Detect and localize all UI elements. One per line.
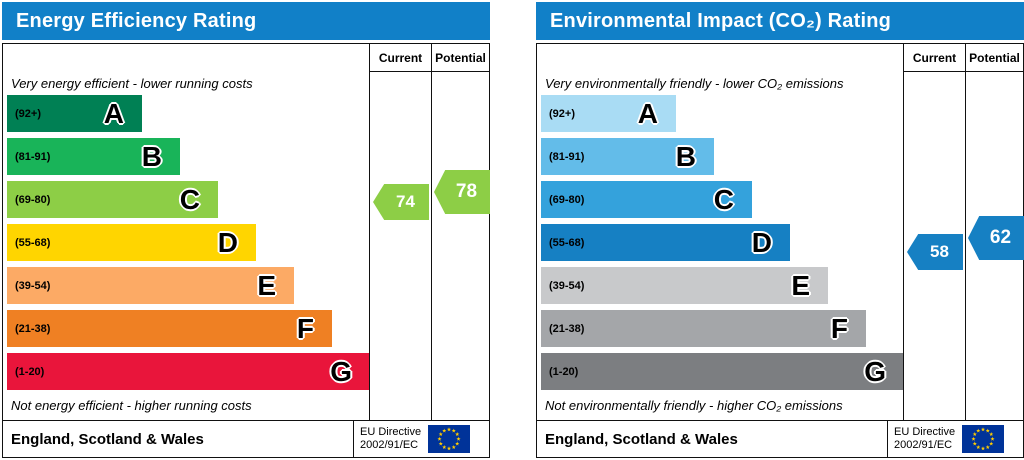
band-range-label: (81-91) [15,150,51,163]
band-letter: A [103,97,124,129]
band-letter: E [791,269,810,301]
environmental-bands-column: Very environmentally friendly - lower CO… [537,44,903,420]
band-letter: C [713,183,734,215]
environmental-potential-rating-arrow: 62 [968,216,1024,260]
band-letter: G [864,355,886,387]
energy-bands: (92+) A (81-91) B (69-80) C (55-68) D (3… [7,95,369,390]
energy-potential-value: 78 [455,181,478,202]
current-column-header: Current [370,44,431,72]
energy-band-b: (81-91) B [7,138,180,175]
band-range-label: (81-91) [549,150,585,163]
region-label: England, Scotland & Wales [11,430,204,448]
energy-band-d: (55-68) D [7,224,256,261]
band-letter: D [217,226,238,258]
environmental-band-a: (92+) A [541,95,676,132]
energy-panel-title: Energy Efficiency Rating [2,2,490,40]
environmental-top-note: Very environmentally friendly - lower CO… [545,76,844,91]
energy-band-f: (21-38) F [7,310,332,347]
energy-footer: England, Scotland & Wales EU Directive 2… [2,420,490,458]
environmental-band-b: (81-91) B [541,138,714,175]
band-letter: G [330,355,352,387]
band-letter: C [179,183,200,215]
environmental-current-column: Current [903,44,965,420]
energy-band-a: (92+) A [7,95,142,132]
band-letter: F [830,312,848,344]
eu-directive-section: EU Directive 2002/91/EC [353,421,489,457]
energy-chart: Very energy efficient - lower running co… [2,43,490,421]
environmental-potential-value: 62 [989,227,1012,248]
band-range-label: (21-38) [15,322,51,335]
environmental-current-value: 58 [930,242,949,261]
energy-bottom-note: Not energy efficient - higher running co… [11,398,252,413]
environmental-band-f: (21-38) F [541,310,866,347]
environmental-band-d: (55-68) D [541,224,790,261]
current-column-header: Current [904,44,965,72]
band-letter: D [751,226,772,258]
energy-band-c: (69-80) C [7,181,218,218]
potential-column-header: Potential [432,44,489,72]
band-range-label: (1-20) [15,365,45,378]
energy-bands-column: Very energy efficient - lower running co… [3,44,369,420]
band-letter: B [141,140,162,172]
band-letter: F [296,312,314,344]
environmental-potential-column: Potential [965,44,1023,420]
eu-directive-label: EU Directive 2002/91/EC [894,425,956,451]
energy-potential-rating-arrow: 78 [434,170,490,214]
energy-efficiency-panel: Energy Efficiency Rating Very energy eff… [2,2,490,458]
environmental-chart: Very environmentally friendly - lower CO… [536,43,1024,421]
band-range-label: (92+) [549,107,575,120]
band-range-label: (55-68) [549,236,585,249]
environmental-bands: (92+) A (81-91) B (69-80) C (55-68) D (3… [541,95,903,390]
eu-directive-section: EU Directive 2002/91/EC [887,421,1023,457]
band-letter: B [675,140,696,172]
band-range-label: (21-38) [549,322,585,335]
band-letter: A [637,97,658,129]
band-range-label: (39-54) [15,279,51,292]
energy-band-e: (39-54) E [7,267,294,304]
band-range-label: (55-68) [15,236,51,249]
environmental-panel-title: Environmental Impact (CO₂) Rating [536,2,1024,40]
energy-potential-column: Potential [431,44,489,420]
potential-column-header: Potential [966,44,1023,72]
energy-current-column: Current [369,44,431,420]
eu-flag-icon [428,425,471,453]
band-range-label: (69-80) [15,193,51,206]
band-range-label: (1-20) [549,365,579,378]
eu-directive-label: EU Directive 2002/91/EC [360,425,422,451]
environmental-bottom-note: Not environmentally friendly - higher CO… [545,398,843,413]
environmental-band-g: (1-20) G [541,353,903,390]
band-range-label: (39-54) [549,279,585,292]
energy-band-g: (1-20) G [7,353,369,390]
environmental-footer: England, Scotland & Wales EU Directive 2… [536,420,1024,458]
eu-flag-icon [962,425,1005,453]
environmental-current-rating-arrow: 58 [907,234,963,270]
band-range-label: (92+) [15,107,41,120]
environmental-impact-panel: Environmental Impact (CO₂) Rating Very e… [536,2,1024,458]
energy-top-note: Very energy efficient - lower running co… [11,76,253,91]
band-range-label: (69-80) [549,193,585,206]
energy-current-value: 74 [396,192,415,211]
band-letter: E [257,269,276,301]
environmental-band-e: (39-54) E [541,267,828,304]
energy-current-rating-arrow: 74 [373,184,429,220]
environmental-band-c: (69-80) C [541,181,752,218]
region-label: England, Scotland & Wales [545,430,738,448]
